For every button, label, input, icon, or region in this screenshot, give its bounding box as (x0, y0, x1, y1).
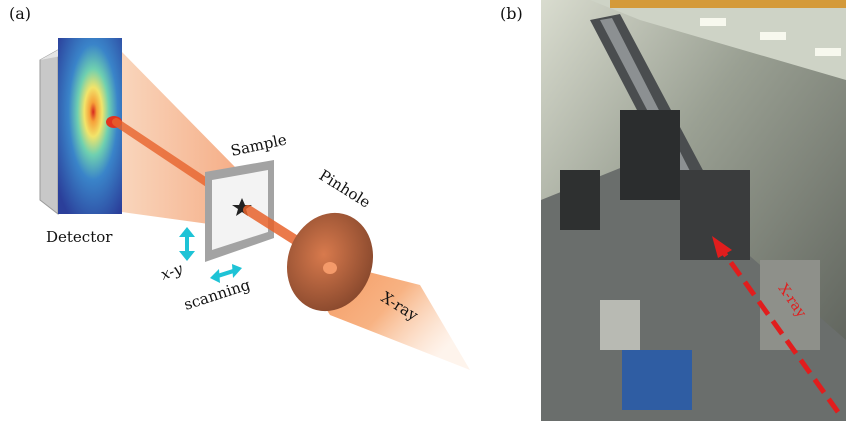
photo-equipment-5 (760, 260, 820, 350)
panel-b-letter: (b) (500, 4, 523, 23)
detector-side (39, 49, 59, 216)
photo-optical-table (541, 160, 846, 421)
panel-a-diagram: Detector Sample Pinhole x-y scanning X-r… (39, 38, 470, 370)
sample (205, 160, 274, 262)
label-sample: Sample (229, 130, 288, 159)
detector (39, 38, 122, 216)
horizontal-scan-arrow (210, 264, 242, 283)
photo-equipment-1 (620, 110, 680, 200)
pinhole-aperture (323, 262, 337, 274)
photo-blue-box (622, 350, 692, 410)
panel-a-letter: (a) (9, 4, 32, 23)
photo-equipment-3 (560, 170, 600, 230)
detector-face (58, 38, 122, 214)
photo-xray-arrowhead (712, 236, 732, 258)
photo-ceiling-lights (700, 18, 841, 56)
label-detector: Detector (46, 228, 113, 246)
photo-equipment-4 (600, 300, 640, 350)
photo-ceiling (590, 0, 846, 80)
label-xy: x-y (158, 259, 185, 284)
panel-b-photo: X-ray (541, 0, 846, 421)
vertical-scan-arrow (179, 227, 195, 261)
label-pinhole: Pinhole (316, 166, 374, 211)
sample-star (232, 198, 252, 216)
pinhole (286, 212, 374, 312)
photo-xray-dashed-line (719, 248, 841, 414)
photo-ceiling-beam (610, 0, 846, 8)
